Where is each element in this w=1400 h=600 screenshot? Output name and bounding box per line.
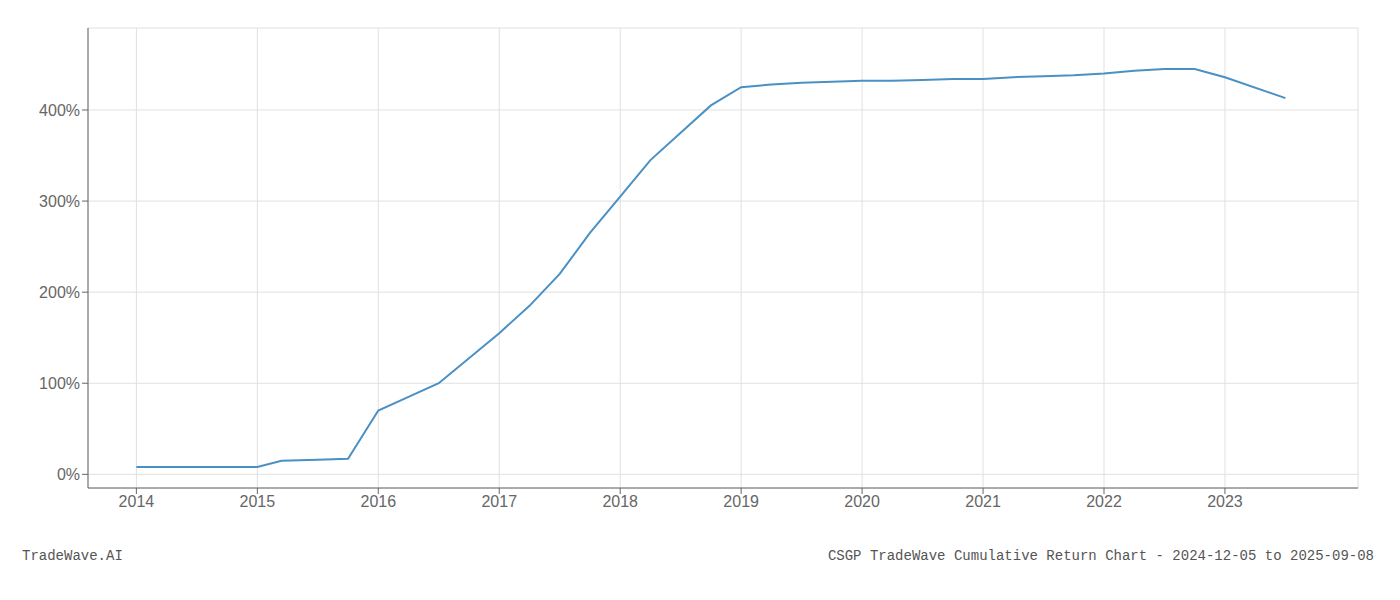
- svg-text:100%: 100%: [39, 375, 80, 392]
- svg-text:2016: 2016: [360, 493, 396, 510]
- html-text:CSGP TradeWave Cumulative Retu: CSGP TradeWave Cumulative Return Chart -…: [827, 548, 1374, 564]
- html-text:TradeWave.AI: TradeWave.AI: [22, 548, 123, 564]
- svg-text:2023: 2023: [1207, 493, 1243, 510]
- svg-text:2021: 2021: [965, 493, 1001, 510]
- svg-text:200%: 200%: [39, 284, 80, 301]
- svg-text:2018: 2018: [602, 493, 638, 510]
- svg-text:2014: 2014: [119, 493, 155, 510]
- svg-text:400%: 400%: [39, 102, 80, 119]
- svg-text:2022: 2022: [1086, 493, 1122, 510]
- svg-text:300%: 300%: [39, 193, 80, 210]
- svg-text:2020: 2020: [844, 493, 880, 510]
- svg-text:0%: 0%: [57, 466, 80, 483]
- svg-text:2019: 2019: [723, 493, 759, 510]
- svg-text:2017: 2017: [481, 493, 517, 510]
- svg-text:2015: 2015: [240, 493, 276, 510]
